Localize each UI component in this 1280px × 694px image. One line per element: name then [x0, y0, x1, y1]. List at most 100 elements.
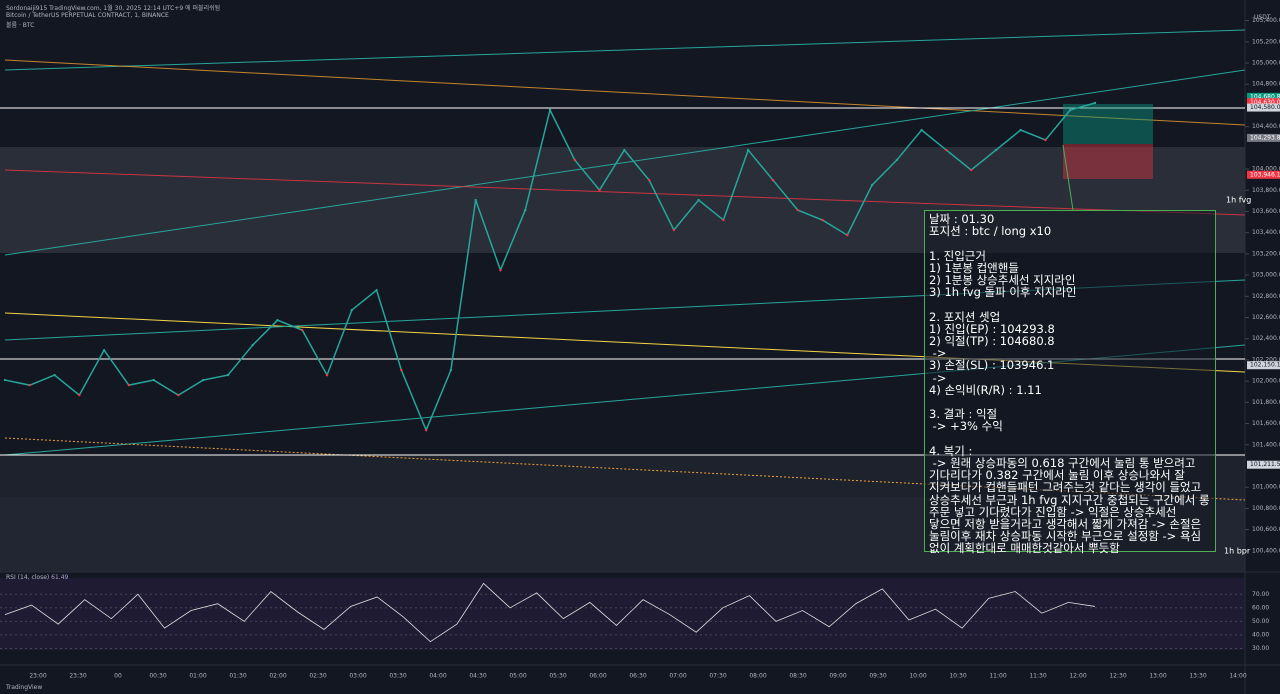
- time-label: 02:30: [309, 673, 326, 680]
- note-line: 기다리다가 0.382 구간에서 눌림 이후 상승나와서 잘: [929, 468, 1185, 483]
- price-point: [796, 208, 799, 212]
- note-line: 1) 1분봉 컵앤핸들: [929, 260, 1019, 275]
- price-point: [920, 128, 923, 132]
- price-point: [276, 318, 279, 322]
- price-tick-label: 104,000.0: [1252, 166, 1280, 173]
- stop-zone: [1063, 144, 1153, 179]
- time-label: 13:00: [1149, 673, 1166, 680]
- price-point: [573, 158, 576, 162]
- time-label: 11:00: [989, 673, 1006, 680]
- time-label: 09:30: [869, 673, 886, 680]
- note-line: 1) 진입(EP) : 104293.8: [929, 321, 1055, 336]
- price-tick-label: 101,600.0: [1252, 420, 1280, 427]
- note-line: 2) 1분봉 상승추세선 지지라인: [929, 273, 1076, 287]
- price-point: [771, 178, 775, 182]
- price-point: [350, 308, 354, 312]
- note-line: 1. 진입근거: [929, 248, 986, 263]
- price-point: [424, 428, 428, 432]
- time-label: 10:00: [909, 673, 926, 680]
- time-label: 05:00: [509, 673, 526, 680]
- note-line: 눌림이후 재차 상승파동 시작한 부근으로 설정함 -> 욕심: [929, 529, 1202, 544]
- zone-label: 1h bpr: [1224, 547, 1251, 556]
- price-tick-label: 100,400.0: [1252, 547, 1280, 554]
- price-tick-label: 105,000.0: [1252, 60, 1280, 67]
- time-label: 09:00: [829, 673, 846, 680]
- note-line: 없이 계획한대로 매매한것같아서 뿌듯함: [929, 541, 1120, 556]
- rsi-label: RSI (14, close) 61.49: [6, 574, 68, 581]
- trend-line: [4, 169, 1246, 216]
- trend-line: [4, 29, 1246, 71]
- time-label: 23:00: [29, 673, 46, 680]
- price-tick-label: 102,000.0: [1252, 378, 1280, 385]
- price-tick-label: 103,400.0: [1252, 229, 1280, 236]
- price-point: [598, 188, 601, 192]
- note-line: ->: [929, 346, 947, 361]
- price-tag: [1247, 92, 1280, 101]
- time-label: 06:00: [589, 673, 606, 680]
- price-tag-label: 104,680.8: [1250, 93, 1280, 100]
- price-point: [1069, 108, 1072, 112]
- trend-line: [4, 59, 1246, 126]
- note-line: 날짜 : 01.30: [929, 212, 995, 226]
- price-tick-label: 101,800.0: [1252, 399, 1280, 406]
- price-tick-label: 104,800.0: [1252, 81, 1280, 88]
- price-point: [945, 148, 948, 152]
- price-tick-label: 100,800.0: [1252, 505, 1280, 512]
- price-point: [127, 383, 131, 387]
- note-block: 날짜 : 01.30 포지션 : btc / long x10: [929, 212, 1211, 239]
- price-point: [201, 378, 205, 382]
- zone-label: 1h fvg: [1226, 196, 1251, 205]
- rsi-tick-label: 70.00: [1252, 591, 1269, 598]
- volume-label: 볼륨 · BTC: [6, 22, 35, 29]
- time-label: 00: [114, 673, 122, 680]
- price-tag-label: 104,580.0: [1250, 104, 1280, 111]
- note-line: 3. 결과 : 익절: [929, 407, 998, 422]
- price-tag: [1247, 103, 1280, 112]
- note-block: 2. 포지션 셋업 1) 진입(EP) : 104293.8 2) 익절(TP) :…: [929, 310, 1211, 396]
- price-point: [1093, 101, 1097, 105]
- note-line: 포지션 : btc / long x10: [929, 224, 1052, 239]
- price-tick-label: 102,800.0: [1252, 293, 1280, 300]
- time-label: 23:30: [69, 673, 86, 680]
- price-point: [895, 158, 899, 162]
- note-line: 상승추세선 부근과 1h fvg 지지구간 중첩되는 구간에서 롱: [929, 492, 1210, 507]
- price-point: [28, 383, 31, 387]
- price-point: [152, 378, 155, 382]
- price-tick-label: 102,600.0: [1252, 314, 1280, 321]
- time-label: 01:00: [189, 673, 206, 680]
- price-point: [746, 148, 750, 152]
- price-point: [1019, 128, 1022, 132]
- price-point: [449, 368, 453, 372]
- rsi-tick-label: 30.00: [1252, 645, 1269, 652]
- price-point: [697, 198, 700, 202]
- price-point: [846, 233, 849, 237]
- price-point: [53, 373, 56, 377]
- note-line: -> +3% 수익: [929, 419, 1003, 434]
- price-tag-label: 101,211.5: [1250, 461, 1280, 468]
- price-point: [672, 228, 676, 232]
- price-point: [375, 288, 378, 292]
- time-label: 05:30: [549, 673, 566, 680]
- connector: [1062, 144, 1074, 211]
- time-label: 12:00: [1069, 673, 1086, 680]
- note-line: 지켜보다가 컵핸들패턴 그려주는것 같다는 생각이 들었고: [929, 480, 1202, 495]
- time-label: 03:30: [389, 673, 406, 680]
- time-label: 08:00: [749, 673, 766, 680]
- price-tick-label: 105,400.0: [1252, 17, 1280, 24]
- trend-line: [4, 69, 1246, 256]
- rsi-tick-label: 60.00: [1252, 604, 1269, 611]
- price-point: [548, 108, 552, 112]
- trend-line: [4, 437, 1246, 501]
- note-line: 2) 익절(TP) : 104680.8: [929, 334, 1055, 348]
- price-point: [1044, 138, 1047, 142]
- price-tag: [1247, 361, 1280, 370]
- price-tag-label: 102,150.1: [1250, 362, 1280, 369]
- note-block: 1. 진입근거 1) 1분봉 컵앤핸들 2) 1분봉 상승추세선 지지라인 3) 1h…: [929, 248, 1211, 300]
- price-point: [226, 373, 230, 377]
- price-point: [623, 148, 626, 152]
- price-point: [474, 198, 477, 202]
- note-line: 3) 1h fvg 돌파 이후 지지라인: [929, 285, 1077, 300]
- price-point: [3, 378, 7, 382]
- note-box: 날짜 : 01.30 포지션 : btc / long x10 1. 진입근거 1) …: [924, 210, 1216, 556]
